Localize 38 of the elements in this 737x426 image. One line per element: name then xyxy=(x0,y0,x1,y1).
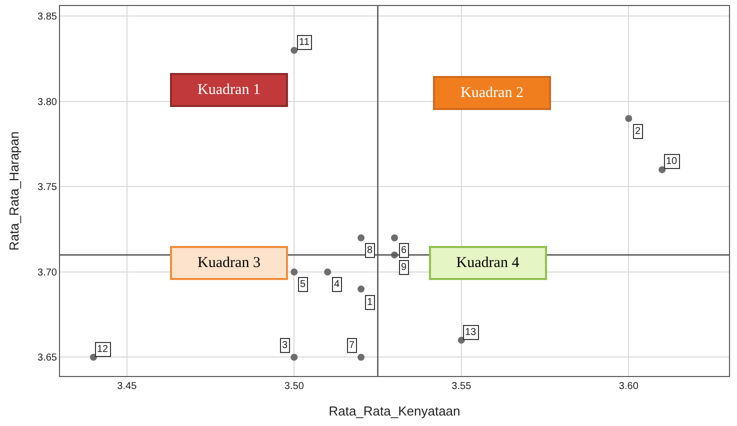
annotation: Kuadran 3 xyxy=(198,255,260,271)
point xyxy=(324,268,332,276)
annotation: Kuadran 2 xyxy=(460,85,524,101)
annotation: 10 xyxy=(666,156,678,167)
annotation: Kuadran 4 xyxy=(456,255,520,271)
point xyxy=(290,354,298,361)
annotation: 11 xyxy=(299,37,310,48)
x-tick-label: 3.50 xyxy=(284,381,304,392)
annotation: 4 xyxy=(334,279,340,290)
point xyxy=(290,268,298,276)
annotation: 6 xyxy=(401,245,407,256)
annotation: 12 xyxy=(97,344,109,355)
annotation: 8 xyxy=(367,245,373,256)
annotation: 13 xyxy=(465,327,477,338)
point xyxy=(358,234,365,242)
point xyxy=(391,234,398,242)
y-tick-label: 3.70 xyxy=(38,267,58,278)
point xyxy=(358,354,365,361)
x-axis-title: Rata_Rata_Kenyataan xyxy=(328,404,460,419)
annotation: 2 xyxy=(635,126,641,137)
annotation: Kuadran 1 xyxy=(198,82,260,98)
x-tick-label: 3.55 xyxy=(452,381,472,392)
point xyxy=(290,46,298,54)
annotation: 7 xyxy=(349,340,355,351)
point xyxy=(658,166,666,174)
y-tick-label: 3.75 xyxy=(38,182,58,194)
x-tick-label: 3.60 xyxy=(618,381,639,392)
annotation: 3 xyxy=(282,340,288,351)
annotation: 5 xyxy=(300,279,306,290)
y-tick-label: 3.85 xyxy=(38,12,58,23)
point xyxy=(625,115,632,122)
point xyxy=(358,286,365,293)
annotation: 1 xyxy=(367,297,373,308)
y-tick-label: 3.65 xyxy=(38,352,58,364)
y-tick-label: 3.80 xyxy=(38,96,58,108)
y-axis-title: Rata_Rata_Harapan xyxy=(6,131,22,251)
x-tick-label: 3.45 xyxy=(117,381,138,392)
annotation: 9 xyxy=(401,262,407,273)
